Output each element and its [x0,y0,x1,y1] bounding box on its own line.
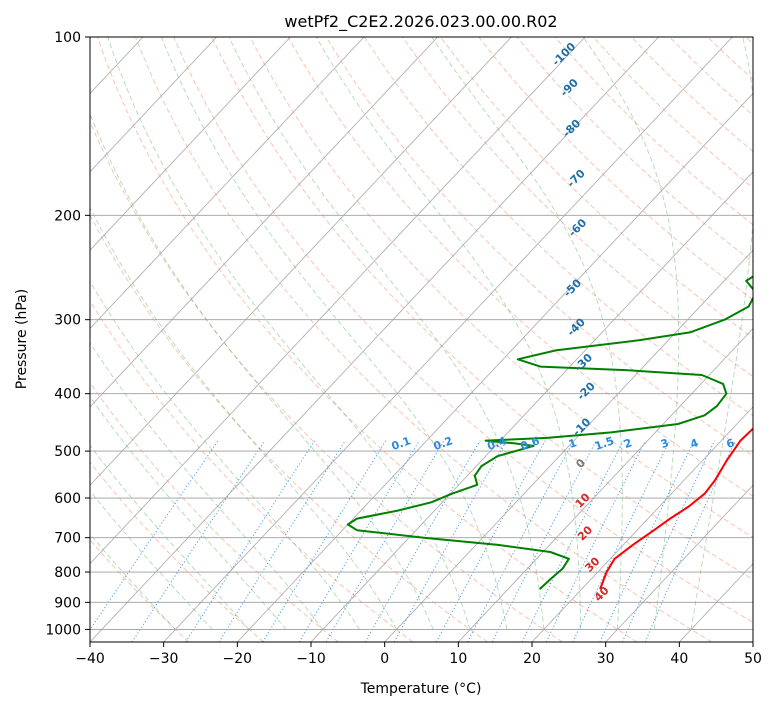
mixing-ratio-line [298,440,420,642]
x-tick-label: −40 [75,651,105,667]
y-tick-label: 600 [54,491,81,507]
y-tick-label: 1000 [45,622,81,638]
isotherm-line [90,37,218,173]
moist-adiabat-line [90,533,176,630]
dry-adiabat-line [90,539,190,642]
grid-lines [90,37,753,642]
dry-adiabat-line [90,214,488,642]
dry-adiabat-line [402,37,753,378]
moist-adiabat-line [315,37,582,630]
mixing-ratio-line [262,440,387,642]
y-tick-label: 700 [54,531,81,547]
dry-adiabat-line [135,37,712,642]
mixing-ratio-label: 1.5 [593,434,616,453]
dry-adiabat-line [325,37,753,457]
y-axis-title: Pressure (hPa) [14,289,30,389]
chart-title: wetPf2_C2E2.2026.023.00.00.R02 [284,12,557,32]
y-tick-label: 500 [54,444,81,460]
mixing-ratio-line [218,440,346,642]
isotherm-line [531,406,753,642]
dry-adiabat-line [96,37,638,642]
x-axis-title: Temperature (°C) [360,681,482,697]
dry-adiabat-line [249,37,753,539]
mixing-ratio-label: 0.4 [485,434,508,453]
y-tick-label: 800 [54,565,81,581]
dry-adiabat-line [90,461,264,642]
x-tick-label: −10 [296,651,326,667]
moist-adiabat-line [90,444,250,630]
mixing-ratio-line [491,440,597,642]
mixing-ratio-label: 0.1 [390,434,413,453]
moist-adiabat-line [107,37,471,630]
moist-adiabat-line [90,490,213,630]
mixing-ratio-line [599,440,695,642]
dry-adiabat-line [90,120,563,642]
x-tick-label: 10 [449,651,467,667]
dry-adiabat-line [90,382,339,642]
mixing-ratio-label: 0.2 [432,434,455,453]
dry-adiabat-line [287,37,753,497]
mixing-ratio-label: 6 [725,436,737,451]
isotherm-line [90,37,586,565]
mixing-ratio-line [325,440,445,642]
y-tick-label: 200 [54,208,81,224]
isotherm-line [310,171,753,642]
x-tick-label: 30 [597,651,615,667]
mixing-ratio-label: 1 [567,436,579,451]
isotherm-line [384,249,753,642]
isotherm-line [458,327,753,642]
plot-frame [89,36,754,643]
dry-adiabat-line [211,37,753,581]
x-tick-label: 50 [744,651,762,667]
temperature-profile-line [599,427,753,590]
mixing-ratio-line [364,440,481,642]
mixing-ratio-line [185,440,316,642]
dewpoint-profile-line [346,275,753,590]
moist-adiabat-line [90,395,287,630]
moist-adiabat-line [583,37,680,630]
moist-adiabat-line [90,341,324,630]
y-tick-label: 300 [54,313,81,329]
isotherm-line [237,92,753,642]
x-tick-label: 0 [380,651,389,667]
mixing-ratio-line [467,440,575,642]
axis-ticks: −40 −30 −20 −10 0 10 20 30 40 5010020030040050060… [45,30,762,667]
x-tick-label: −30 [149,651,179,667]
mixing-ratio-label: 2 [622,436,634,451]
y-tick-label: 900 [54,595,81,611]
isotherm-line [90,37,660,642]
isotherm-line [605,484,753,642]
dry-adiabat-line [440,37,753,339]
moist-adiabat-line [90,112,434,630]
dry-adiabat-line [173,37,753,623]
x-tick-label: −20 [223,651,253,667]
y-tick-label: 100 [54,30,81,46]
isotherm-line [90,37,512,486]
mixing-ratio-line [621,440,716,642]
isotherm-line [90,37,291,251]
mixing-ratio-label: 0.6 [519,434,542,453]
moist-adiabat-line [90,280,360,630]
isotherm-line [90,37,365,330]
moist-adiabat-line [90,206,397,630]
mixing-ratio-line [435,440,546,642]
moist-adiabat-line [161,37,508,630]
mixing-ratio-line [644,440,736,642]
isotherm-line [90,37,439,408]
isotherm-line [163,37,733,642]
moist-adiabat-line [228,37,545,630]
moist-adiabat-line [431,37,623,630]
mixing-ratio-label: 3 [659,436,671,451]
mixing-ratio-label: 4 [688,436,700,451]
profile-lines [346,275,753,590]
x-tick-label: 40 [670,651,688,667]
y-tick-label: 400 [54,387,81,403]
background-lines [90,37,753,642]
x-tick-label: 20 [523,651,541,667]
